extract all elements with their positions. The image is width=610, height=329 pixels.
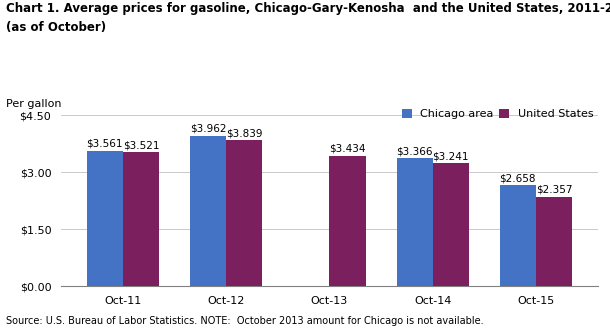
Bar: [123, 152, 159, 286]
Bar: [536, 197, 572, 286]
Text: (as of October): (as of October): [6, 21, 106, 35]
Legend: Chicago area, United States: Chicago area, United States: [397, 104, 598, 124]
Text: $2.357: $2.357: [536, 185, 572, 195]
Text: Source: U.S. Bureau of Labor Statistics. NOTE:  October 2013 amount for Chicago : Source: U.S. Bureau of Labor Statistics.…: [6, 316, 484, 326]
Text: $3.241: $3.241: [432, 151, 469, 161]
Text: Per gallon: Per gallon: [6, 99, 62, 109]
Bar: [190, 136, 226, 286]
Text: $3.839: $3.839: [226, 128, 262, 139]
Text: $3.962: $3.962: [190, 124, 226, 134]
Bar: [396, 158, 432, 286]
Bar: [226, 140, 262, 286]
Bar: [87, 151, 123, 286]
Text: $3.521: $3.521: [123, 140, 159, 150]
Text: $3.561: $3.561: [87, 139, 123, 149]
Text: $3.366: $3.366: [396, 146, 433, 156]
Text: Chart 1. Average prices for gasoline, Chicago-Gary-Kenosha  and the United State: Chart 1. Average prices for gasoline, Ch…: [6, 2, 610, 15]
Text: $3.434: $3.434: [329, 144, 366, 154]
Bar: [500, 185, 536, 286]
Text: $2.658: $2.658: [500, 173, 536, 183]
Bar: [432, 163, 468, 286]
Bar: [329, 156, 365, 286]
